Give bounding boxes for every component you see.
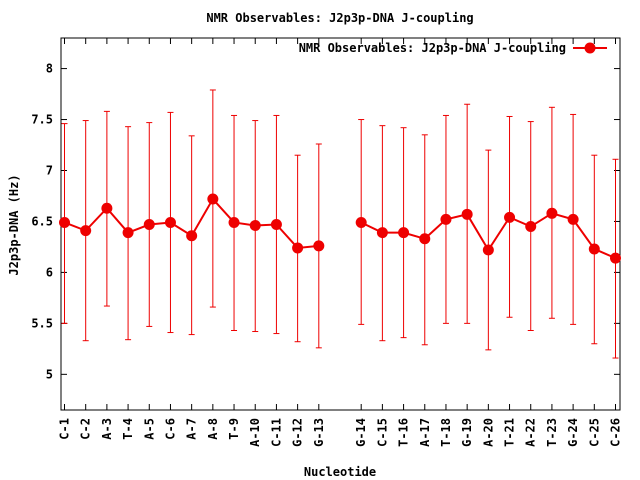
data-point xyxy=(143,219,155,231)
data-point xyxy=(588,243,600,255)
data-point xyxy=(610,252,621,264)
x-tick-label: C-26 xyxy=(609,418,623,447)
y-tick-label: 5 xyxy=(46,367,53,381)
x-tick-label: A-3 xyxy=(100,418,114,440)
x-tick-label: T-23 xyxy=(545,418,559,447)
x-tick-label: T-21 xyxy=(503,418,517,447)
data-point xyxy=(59,216,70,228)
y-tick-label: 6 xyxy=(46,265,53,279)
x-tick-label: A-10 xyxy=(248,418,262,447)
x-tick-label: C-11 xyxy=(269,418,283,447)
data-point xyxy=(525,221,537,233)
data-point xyxy=(567,213,579,225)
x-tick-label: C-25 xyxy=(587,418,601,447)
data-point xyxy=(461,208,473,220)
x-tick-label: T-18 xyxy=(439,418,453,447)
data-point xyxy=(313,240,325,252)
data-point xyxy=(228,216,240,228)
data-point xyxy=(122,227,134,239)
data-point xyxy=(101,202,113,214)
legend-label: NMR Observables: J2p3p-DNA J-coupling xyxy=(299,41,566,55)
data-point xyxy=(419,233,431,245)
y-axis-label: J2p3p-DNA (Hz) xyxy=(7,174,21,275)
x-tick-label: G-12 xyxy=(291,418,305,447)
x-tick-label: G-19 xyxy=(460,418,474,447)
data-points xyxy=(59,193,621,264)
data-point xyxy=(292,242,304,254)
legend: NMR Observables: J2p3p-DNA J-coupling xyxy=(299,41,607,55)
x-tick-label: G-24 xyxy=(566,418,580,447)
data-point xyxy=(186,230,198,242)
x-tick-label: C-1 xyxy=(58,418,72,440)
x-tick-label: A-17 xyxy=(418,418,432,447)
x-tick-label: A-7 xyxy=(185,418,199,440)
x-tick-label: C-15 xyxy=(375,418,389,447)
y-tick-label: 5.5 xyxy=(31,316,53,330)
data-point xyxy=(398,227,410,239)
data-point xyxy=(355,216,367,228)
data-point xyxy=(249,220,261,232)
x-tick-label: A-20 xyxy=(481,418,495,447)
x-tick-label: A-8 xyxy=(206,418,220,440)
data-point xyxy=(270,219,282,231)
x-tick-label: T-16 xyxy=(397,418,411,447)
x-tick-label: G-13 xyxy=(312,418,326,447)
x-axis: C-1 C-2 A-3 T-4 A-5 C-6 A-7 A-8 T-9 A-10 C-11 G-12 G… xyxy=(58,38,623,447)
data-point xyxy=(80,225,92,237)
x-tick-label: A-5 xyxy=(142,418,156,440)
data-point xyxy=(207,193,219,205)
data-point xyxy=(376,227,388,239)
legend-marker xyxy=(584,42,596,54)
x-tick-label: A-22 xyxy=(524,418,538,447)
data-point xyxy=(546,207,558,219)
data-point xyxy=(164,216,176,228)
chart-title: NMR Observables: J2p3p-DNA J-coupling xyxy=(206,11,473,25)
x-tick-label: C-2 xyxy=(79,418,93,440)
y-tick-label: 7 xyxy=(46,163,53,177)
x-tick-label: T-9 xyxy=(227,418,241,440)
x-axis-label: Nucleotide xyxy=(304,465,376,479)
y-axis: 5 5.5 6 6.5 7 7.5 8 xyxy=(31,62,620,381)
data-point xyxy=(440,213,452,225)
y-tick-label: 6.5 xyxy=(31,214,53,228)
data-point xyxy=(482,244,494,256)
x-tick-label: C-6 xyxy=(163,418,177,440)
x-tick-label: G-14 xyxy=(354,418,368,447)
y-tick-label: 7.5 xyxy=(31,113,53,127)
data-point xyxy=(504,211,516,223)
y-tick-label: 8 xyxy=(46,62,53,76)
x-tick-label: T-4 xyxy=(121,418,135,440)
